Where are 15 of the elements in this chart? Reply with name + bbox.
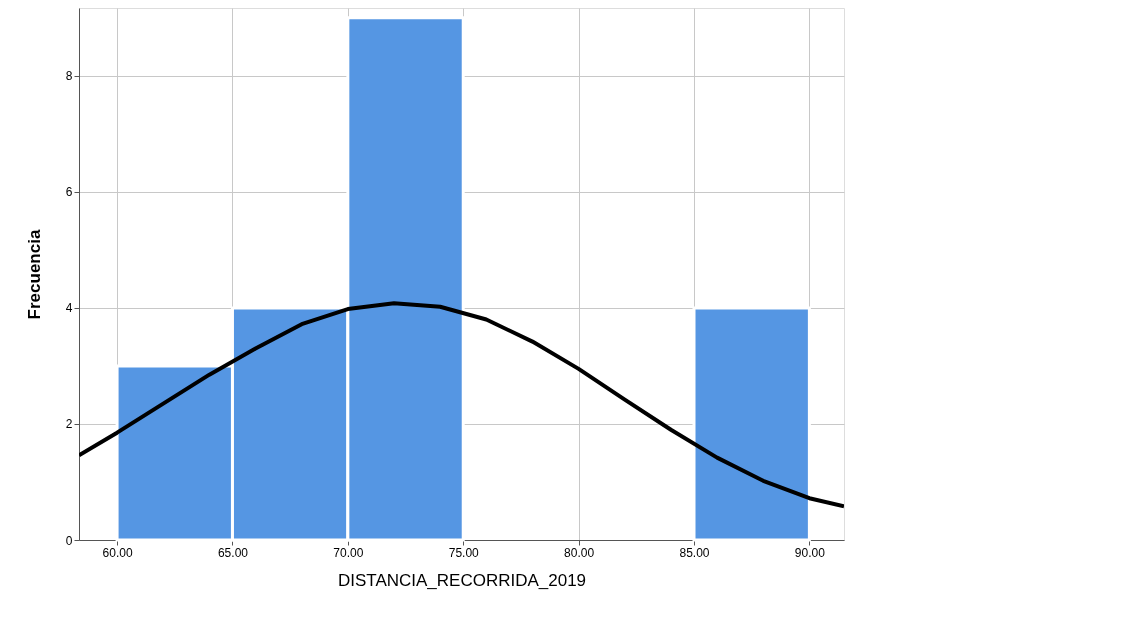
y-tick-label: 2 [65, 417, 73, 432]
x-tick-label: 75.00 [448, 545, 480, 560]
y-tick-label: 6 [65, 185, 73, 200]
x-tick-label: 80.00 [564, 545, 595, 560]
x-tick-label: 90.00 [794, 545, 826, 560]
y-axis-title: Frecuencia [24, 229, 44, 320]
x-tick-label: 60.00 [102, 545, 133, 560]
y-tick-label: 8 [65, 69, 73, 84]
x-tick-label: 70.00 [333, 545, 364, 560]
x-axis-title: DISTANCIA_RECORRIDA_2019 [337, 570, 587, 590]
y-tick-label: 0 [65, 533, 73, 548]
line-series [79, 301, 844, 509]
x-tick-label: 65.00 [217, 545, 249, 560]
x-tick-label: 85.00 [679, 545, 710, 560]
y-tick-label: 4 [65, 301, 73, 316]
